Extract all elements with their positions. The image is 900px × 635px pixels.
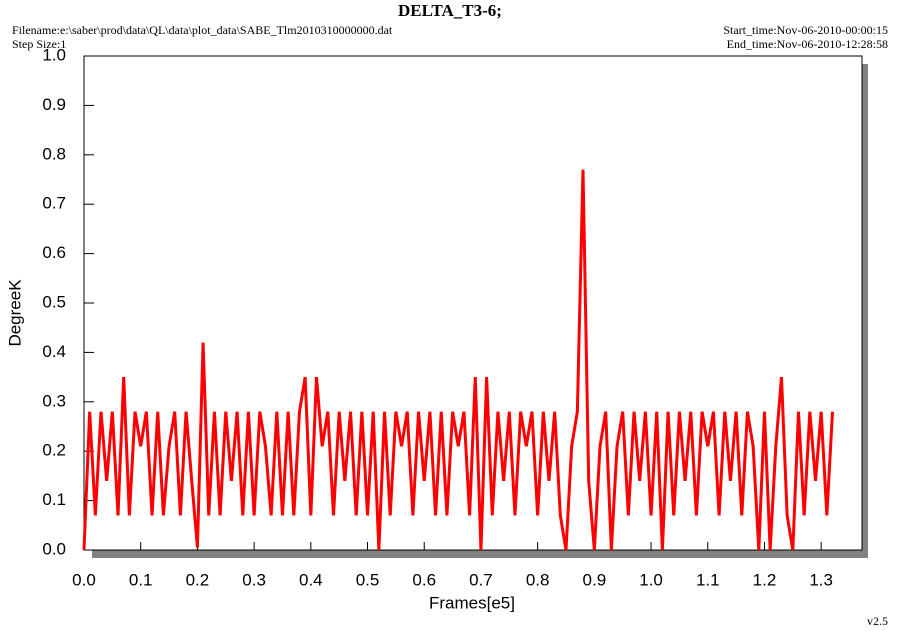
y-tick-label: 0.3 xyxy=(42,391,66,410)
start-time: Start_time:Nov-06-2010-00:00:15 xyxy=(723,23,888,37)
version: v2.5 xyxy=(867,614,888,628)
x-axis-label: Frames[e5] xyxy=(429,593,515,612)
end-time: End_time:Nov-06-2010-12:28:58 xyxy=(727,37,888,51)
x-tick-label: 0.0 xyxy=(72,570,96,589)
data-line xyxy=(82,169,835,551)
x-tick-label: 0.9 xyxy=(583,570,607,589)
x-tick-label: 1.3 xyxy=(809,570,833,589)
chart-title: DELTA_T3-6; xyxy=(398,1,502,20)
y-tick-label: 0.6 xyxy=(42,243,66,262)
x-tick-label: 0.6 xyxy=(412,570,436,589)
y-tick-label: 0.2 xyxy=(42,441,66,460)
step-size: Step Size:1 xyxy=(12,37,66,51)
y-tick-label: 0.8 xyxy=(42,144,66,163)
filename: Filename:e:\saber\prod\data\QL\data\plot… xyxy=(12,23,393,37)
x-tick-label: 1.0 xyxy=(639,570,663,589)
x-tick-label: 0.1 xyxy=(129,570,153,589)
x-tick-label: 0.3 xyxy=(242,570,266,589)
x-tick-label: 0.7 xyxy=(469,570,493,589)
x-tick-label: 0.8 xyxy=(526,570,550,589)
y-tick-label: 0.7 xyxy=(42,194,66,213)
y-tick-label: 0.9 xyxy=(42,95,66,114)
y-tick-label: 0.0 xyxy=(42,539,66,558)
x-tick-label: 1.2 xyxy=(753,570,777,589)
x-tick-label: 0.5 xyxy=(356,570,380,589)
x-tick-label: 1.1 xyxy=(696,570,720,589)
x-tick-label: 0.2 xyxy=(186,570,210,589)
y-tick-label: 0.5 xyxy=(42,292,66,311)
y-tick-label: 0.4 xyxy=(42,342,66,361)
y-tick-label: 0.1 xyxy=(42,490,66,509)
x-tick-label: 0.4 xyxy=(299,570,323,589)
y-axis-label: DegreeK xyxy=(5,279,24,347)
y-tick-label: 1.0 xyxy=(42,45,66,64)
